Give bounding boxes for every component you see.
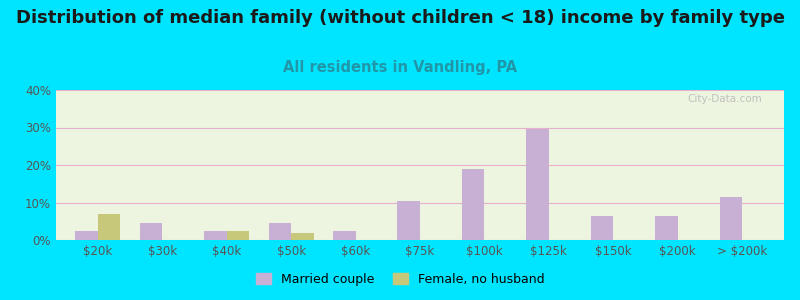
Bar bbox=[269, 223, 291, 240]
Legend: Married couple, Female, no husband: Married couple, Female, no husband bbox=[250, 268, 550, 291]
Bar bbox=[291, 232, 314, 240]
Bar bbox=[226, 231, 250, 240]
Bar bbox=[526, 129, 549, 240]
Bar bbox=[140, 223, 162, 240]
Bar bbox=[75, 231, 98, 240]
Bar bbox=[590, 216, 614, 240]
Bar bbox=[333, 231, 355, 240]
Bar bbox=[719, 197, 742, 240]
Bar bbox=[398, 201, 420, 240]
Text: City-Data.com: City-Data.com bbox=[687, 94, 762, 104]
Bar bbox=[98, 214, 121, 240]
Bar bbox=[655, 216, 678, 240]
Text: Distribution of median family (without children < 18) income by family type: Distribution of median family (without c… bbox=[15, 9, 785, 27]
Text: All residents in Vandling, PA: All residents in Vandling, PA bbox=[283, 60, 517, 75]
Bar bbox=[462, 169, 485, 240]
Bar bbox=[204, 231, 226, 240]
